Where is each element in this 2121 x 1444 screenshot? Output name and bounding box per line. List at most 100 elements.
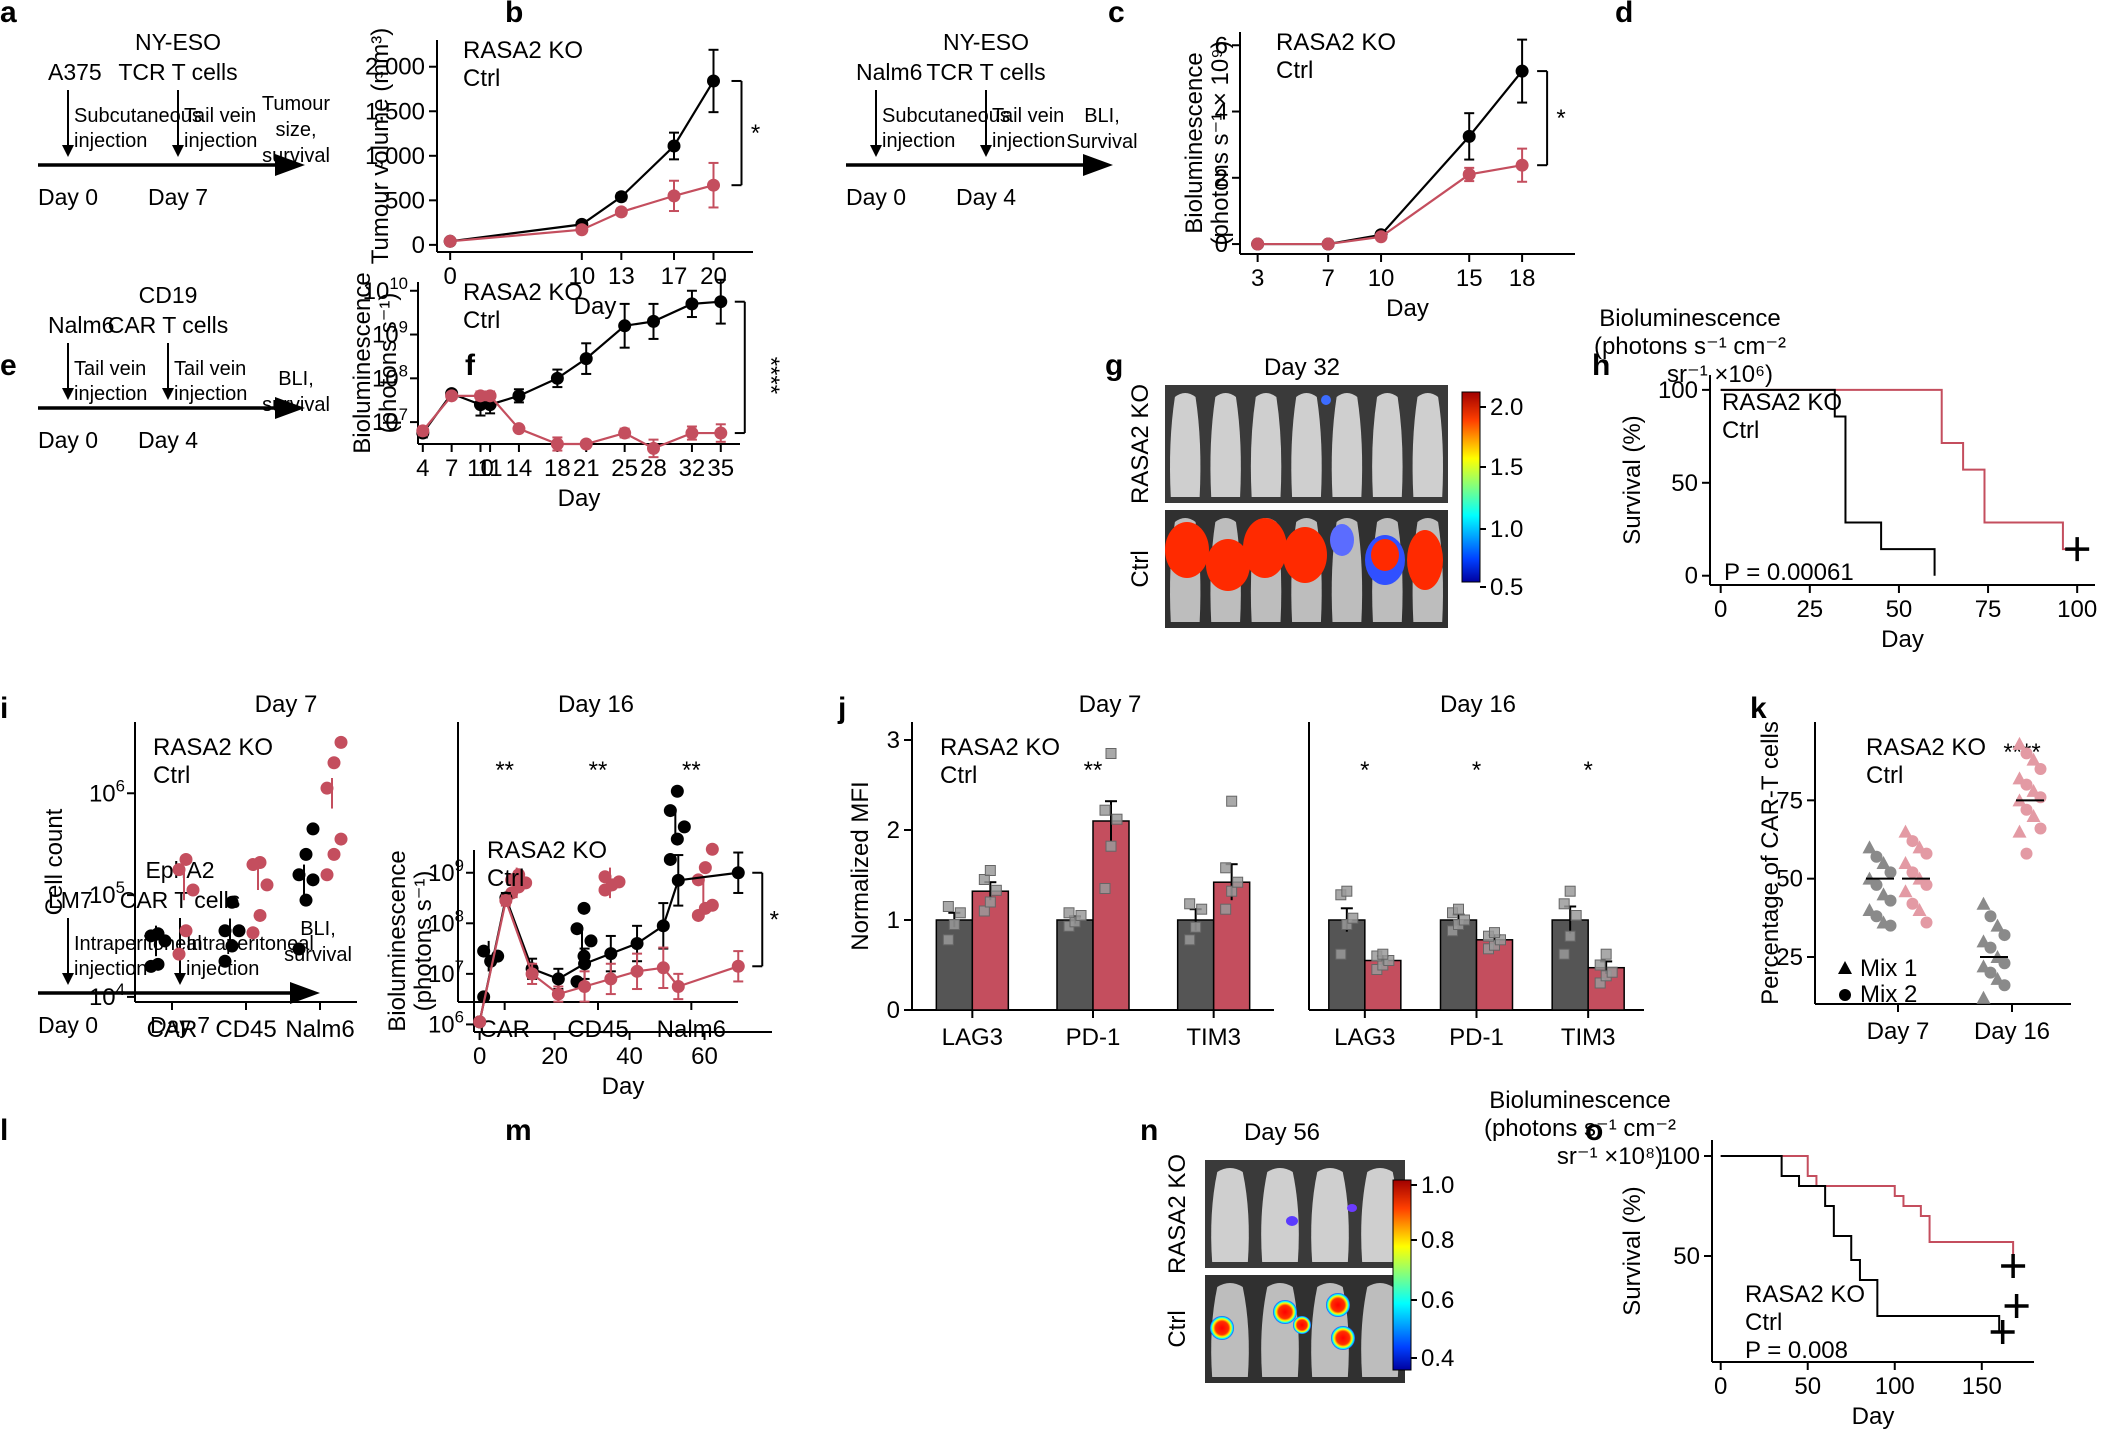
data-point-rasa2-ko (698, 861, 712, 875)
y-tick-label: 0 (887, 997, 900, 1024)
x-tick-label: 10 (568, 263, 595, 290)
data-point-mix1-rasa2-ko (1898, 884, 1913, 898)
arrowhead (172, 145, 184, 157)
data-point-ctrl (218, 924, 232, 938)
arrowhead (174, 973, 186, 985)
t-cell-label-2: TCR T cells (926, 59, 1045, 85)
data-point-rasa2-ko (1232, 876, 1244, 888)
data-point-mix1-rasa2-ko (2012, 736, 2027, 750)
y-tick-label: 105 (89, 878, 125, 909)
y-tick-label: 0 (1685, 563, 1698, 590)
timeline-arrowhead (1083, 154, 1113, 176)
data-point-ctrl (667, 139, 681, 153)
t-cell-label-1: NY-ESO (135, 29, 221, 55)
data-point-ctrl (292, 942, 306, 956)
data-point-mix1-ctrl (1990, 918, 2005, 932)
data-point-mix1-rasa2-ko (1898, 856, 1913, 869)
data-point-rasa2-ko (179, 852, 193, 866)
x-tick-label: LAG3 (1334, 1024, 1395, 1051)
y-axis-label: (photons s⁻¹) (375, 293, 402, 434)
legend-ctrl: Ctrl (1722, 417, 1759, 444)
data-point-mix2-rasa2-ko (1906, 835, 1919, 848)
data-point-rasa2-ko (1374, 230, 1388, 244)
mouse-ctrl (1261, 1283, 1299, 1377)
data-point-rasa2-ko (1099, 804, 1111, 816)
data-point-rasa2-ko (1251, 237, 1265, 251)
significance-label: ** (1084, 757, 1103, 784)
data-point-rasa2-ko (667, 189, 681, 203)
data-point-ctrl (1184, 898, 1196, 910)
y-tick-label: 2,000 (365, 54, 425, 81)
data-point-rasa2-ko (499, 894, 513, 908)
data-point-rasa2-ko (1515, 158, 1529, 172)
x-tick-label: 0 (1714, 1373, 1727, 1400)
x-tick-label: TIM3 (1561, 1024, 1616, 1051)
panel-title-day7: Day 7 (255, 691, 318, 718)
row-label-ctrl: Ctrl (1164, 1310, 1191, 1347)
x-tick-label: LAG3 (942, 1024, 1003, 1051)
timeline-panel-l: lLM7EphA2CAR T cellsIntraperitonealinjec… (0, 857, 352, 1147)
data-point-ctrl (1564, 885, 1576, 897)
x-axis-label: Day (1386, 295, 1429, 322)
y-tick-label: 50 (1673, 1243, 1700, 1270)
legend-circle-marker (1839, 989, 1851, 1001)
x-tick-label: TIM3 (1186, 1024, 1241, 1051)
x-tick-label: 25 (1796, 596, 1823, 623)
data-point-rasa2-ko (260, 878, 274, 892)
legend-rasa2-ko: RASA2 KO (1745, 1281, 1865, 1308)
data-point-rasa2-ko (246, 926, 260, 940)
bar-ctrl (935, 919, 974, 1011)
data-point-rasa2-ko (327, 847, 341, 861)
arrowhead (870, 145, 882, 157)
data-point-rasa2-ko (320, 781, 334, 795)
bioluminescence-signal (1331, 1326, 1355, 1350)
data-point-mix2-ctrl (1998, 957, 2011, 970)
timeline-arrowhead (290, 982, 320, 1004)
data-point-ctrl (1335, 948, 1347, 960)
t-cell-label-1: NY-ESO (943, 29, 1029, 55)
survival-curve-rasa2-ko (1720, 1155, 2017, 1267)
day-0-label: Day 0 (38, 184, 98, 210)
data-point-rasa2-ko (1495, 934, 1506, 946)
data-point-ctrl (1459, 914, 1470, 926)
legend-rasa2-ko: RASA2 KO (153, 734, 273, 761)
data-point-rasa2-ko (731, 959, 745, 973)
significance-label: ** (682, 757, 701, 784)
data-point-rasa2-ko (1220, 903, 1232, 915)
y-tick-label: 106 (89, 776, 125, 807)
p-value: P = 0.008 (1745, 1337, 1848, 1364)
bar-ctrl (1328, 919, 1366, 1011)
y-tick-label: 25 (1776, 944, 1803, 971)
data-point-ctrl (656, 919, 670, 933)
y-axis-label: (photons s⁻¹) (410, 871, 437, 1012)
data-point-mix2-ctrl (1984, 966, 1997, 979)
data-point-ctrl (618, 319, 632, 333)
y-tick-label: 2 (1215, 165, 1228, 192)
significance-label: * (770, 907, 779, 934)
cell-line-label: Nalm6 (48, 312, 114, 338)
data-point-ctrl (942, 901, 954, 912)
data-point-ctrl (151, 957, 165, 971)
day-0-label: Day 0 (38, 1012, 98, 1038)
injection-1-label: Subcutaneous (882, 105, 1010, 127)
data-point-rasa2-ko (579, 437, 593, 451)
data-point-rasa2-ko (646, 441, 660, 455)
data-point-ctrl (714, 295, 728, 309)
data-point-mix1-ctrl (1976, 990, 1991, 1004)
x-axis-label: Day (1881, 626, 1924, 653)
day-0-label: Day 0 (38, 427, 98, 453)
significance-label: * (751, 120, 760, 147)
x-tick-label: 4 (416, 455, 429, 482)
panel-letter-h: h (1592, 349, 1610, 382)
data-point-rasa2-ko (990, 884, 1002, 896)
x-tick-label: Nalm6 (285, 1016, 354, 1043)
data-point-mix1-ctrl (1976, 896, 1991, 910)
x-axis-label: Day (1852, 1403, 1895, 1430)
data-point-ctrl (677, 820, 691, 834)
x-tick-label: 15 (1456, 265, 1483, 292)
data-point-rasa2-ko (978, 874, 990, 885)
y-tick-label: 1,000 (365, 143, 425, 170)
data-point-ctrl (707, 74, 720, 88)
